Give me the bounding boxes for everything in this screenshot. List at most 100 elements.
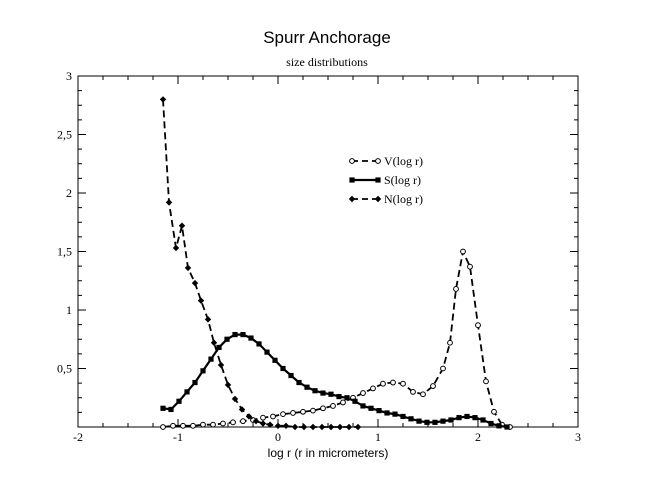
y-tick-label: 1 (66, 303, 72, 317)
data-point (327, 423, 335, 431)
data-point (200, 421, 206, 428)
s-series (160, 331, 510, 430)
legend-marker (348, 195, 356, 203)
data-point (210, 339, 218, 346)
data-point (184, 264, 192, 272)
data-point (240, 331, 246, 338)
data-point (336, 423, 344, 431)
data-point (318, 423, 326, 431)
data-point (475, 322, 481, 329)
data-point (170, 422, 176, 429)
data-point (320, 390, 326, 396)
legend-label: S(log r) (384, 173, 421, 187)
data-point (159, 96, 167, 103)
data-point (230, 419, 236, 426)
data-point (447, 339, 453, 346)
legend-marker (374, 195, 382, 203)
data-point (304, 384, 310, 390)
data-point (352, 398, 358, 404)
data-point (291, 423, 299, 431)
data-point (440, 418, 446, 424)
x-tick-label: 2 (475, 430, 481, 444)
series-layer (159, 96, 513, 431)
data-point (376, 408, 382, 414)
data-point (310, 407, 316, 414)
chart-title: Spurr Anchorage (263, 28, 391, 47)
data-point (392, 411, 398, 417)
legend-marker (349, 177, 355, 183)
y-tick-label: 0,5 (57, 362, 72, 376)
data-point (231, 395, 239, 403)
data-point (340, 399, 346, 406)
legend-marker (375, 158, 381, 164)
data-point (256, 341, 262, 347)
data-point (360, 403, 366, 409)
legend-entry: S(log r) (349, 173, 421, 187)
data-point (344, 395, 350, 401)
data-point (296, 379, 302, 386)
data-point (238, 406, 246, 413)
data-point (400, 380, 406, 387)
x-tick-label: -2 (73, 430, 83, 444)
data-point (204, 316, 212, 323)
data-point (260, 414, 266, 421)
data-point (280, 365, 286, 372)
legend-label: N(log r) (384, 192, 423, 206)
data-point (312, 388, 318, 394)
series-line (162, 333, 508, 429)
x-axis-label: log r (r in micrometers) (268, 446, 389, 460)
data-point (330, 403, 336, 409)
data-point (453, 286, 459, 292)
data-point (504, 424, 510, 430)
data-point (309, 423, 317, 431)
x-tick-label: 3 (575, 430, 581, 444)
data-point (300, 408, 306, 415)
data-point (440, 365, 446, 372)
data-point (430, 383, 436, 389)
legend: V(log r) S(log r) N(log r) (348, 154, 423, 206)
data-point (172, 244, 180, 252)
data-point (259, 420, 267, 427)
data-point (165, 199, 173, 206)
series-line (162, 248, 511, 428)
data-point (488, 420, 494, 427)
data-point (483, 378, 489, 385)
data-point (168, 406, 174, 413)
series-line (162, 99, 358, 428)
data-point (300, 423, 308, 431)
legend-label: V(log r) (384, 154, 423, 168)
data-point (180, 422, 186, 429)
data-point (280, 411, 286, 418)
y-tick-label: 2 (66, 186, 72, 200)
data-point (496, 423, 502, 429)
data-point (370, 385, 376, 392)
data-point (288, 372, 294, 379)
data-point (491, 408, 497, 415)
data-point (178, 222, 186, 229)
data-point (217, 361, 225, 369)
legend-entry: V(log r) (349, 154, 423, 168)
y-tick-label: 2,5 (57, 128, 72, 142)
data-point (240, 418, 246, 425)
data-point (160, 405, 166, 411)
data-point (416, 418, 422, 424)
legend-marker (375, 177, 381, 183)
data-point (160, 424, 166, 430)
data-point (272, 357, 278, 363)
x-tick-label: 1 (375, 430, 381, 444)
data-point (216, 344, 222, 351)
data-point (192, 379, 198, 386)
data-point (410, 389, 416, 395)
axis-ticks: -2 -1 0 1 2 3 0,5 1 1,5 2 2,5 3 (57, 69, 581, 444)
data-point (368, 405, 374, 411)
y-tick-label: 1,5 (57, 245, 72, 259)
x-tick-label: 0 (275, 430, 281, 444)
data-point (274, 422, 282, 430)
data-point (252, 417, 260, 425)
data-point (408, 416, 414, 422)
data-point (191, 279, 199, 287)
data-point (282, 422, 290, 430)
data-point (432, 419, 438, 425)
plot-area-frame (77, 75, 579, 428)
data-point (224, 381, 232, 389)
